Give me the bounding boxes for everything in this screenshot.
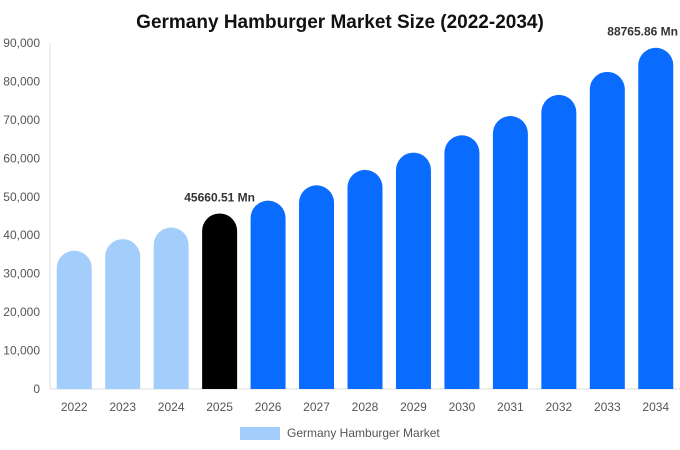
y-tick-label: 20,000 (3, 305, 40, 319)
bar-2034[interactable] (638, 47, 674, 390)
bar-2030[interactable] (444, 135, 480, 389)
chart-title: Germany Hamburger Market Size (2022-2034… (136, 12, 544, 33)
x-tick-label: 2023 (109, 400, 136, 414)
bar-2025[interactable] (202, 213, 238, 389)
x-tick-label: 2026 (255, 400, 282, 414)
y-tick-label: 90,000 (3, 36, 40, 50)
bar-2022[interactable] (56, 250, 92, 389)
bar-2027[interactable] (299, 185, 335, 389)
x-tick-label: 2028 (352, 400, 379, 414)
y-tick-label: 50,000 (3, 190, 40, 204)
x-tick-label: 2024 (158, 400, 185, 414)
x-tick-label: 2032 (545, 400, 572, 414)
x-tick-label: 2022 (61, 400, 88, 414)
bar-2033[interactable] (589, 71, 625, 389)
bar-2023[interactable] (105, 239, 141, 389)
bar-2032[interactable] (541, 94, 577, 390)
legend-label: Germany Hamburger Market (287, 426, 440, 440)
y-tick-label: 70,000 (3, 113, 40, 127)
data-labels: 45660.51 Mn 88765.86 Mn (184, 25, 678, 205)
bar-2029[interactable] (395, 152, 431, 389)
y-tick-label: 60,000 (3, 151, 40, 165)
x-tick-label: 2034 (642, 400, 669, 414)
y-tick-label: 10,000 (3, 344, 40, 358)
x-tick-label: 2031 (497, 400, 524, 414)
legend[interactable]: Germany Hamburger Market (240, 426, 440, 440)
bar-2028[interactable] (347, 169, 383, 389)
x-tick-label: 2025 (206, 400, 233, 414)
bar-2031[interactable] (492, 116, 528, 390)
bars (56, 47, 674, 390)
x-tick-label: 2027 (303, 400, 330, 414)
y-axis: 0 10,000 20,000 30,000 40,000 50,000 60,000 70,… (3, 36, 51, 396)
x-axis: 2022 2023 2024 2025 2026 2027 2028 2029 2030 2031… (50, 388, 680, 414)
y-tick-label: 30,000 (3, 267, 40, 281)
legend-swatch (240, 427, 280, 440)
x-tick-label: 2030 (449, 400, 476, 414)
x-tick-label: 2029 (400, 400, 427, 414)
y-tick-label: 80,000 (3, 74, 40, 88)
data-label: 88765.86 Mn (607, 25, 678, 39)
x-tick-label: 2033 (594, 400, 621, 414)
bar-2024[interactable] (153, 227, 189, 389)
y-tick-label: 0 (33, 382, 40, 396)
data-label: 45660.51 Mn (184, 190, 255, 204)
y-tick-label: 40,000 (3, 228, 40, 242)
bar-2026[interactable] (250, 200, 286, 389)
